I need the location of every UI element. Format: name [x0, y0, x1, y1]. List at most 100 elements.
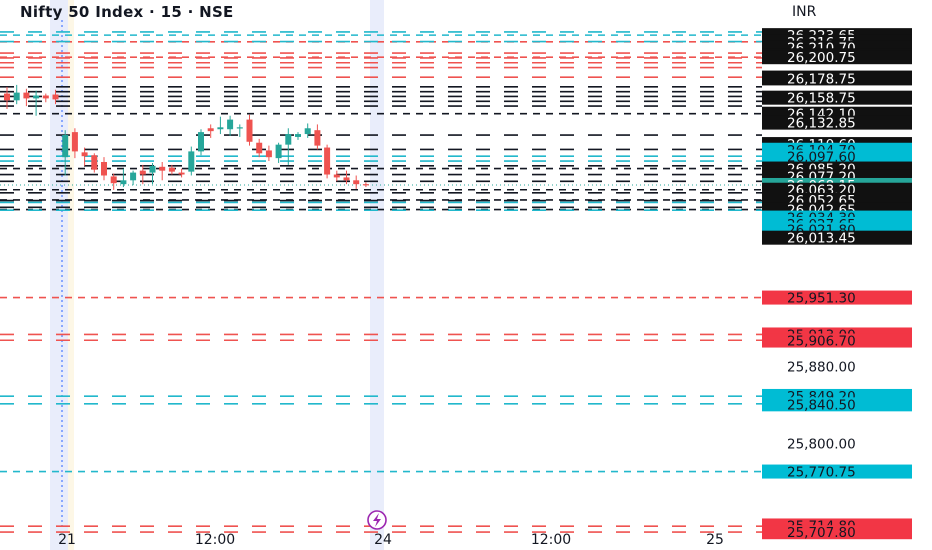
candle-35[interactable] [343, 170, 350, 185]
time-tick-4: 25 [706, 532, 724, 548]
price-label-bg [762, 290, 912, 305]
price-label-9: 26,132.85 [762, 115, 912, 132]
candle-7[interactable] [71, 128, 78, 159]
price-label-text: 25,880.00 [787, 359, 856, 375]
price-label-text: 26,178.75 [787, 71, 856, 87]
candle-2[interactable] [23, 88, 30, 107]
candle-body [168, 167, 175, 172]
candle-20[interactable] [198, 129, 204, 156]
price-axis-labels: 26,223.6526,216.7526,210.7026,202.7526,2… [762, 28, 912, 541]
price-label-23: 25,951.30 [762, 290, 912, 307]
session-break-band-right [370, 0, 384, 550]
candle-body [324, 147, 331, 175]
candle-body [285, 134, 292, 145]
candles [4, 84, 369, 190]
candle-37[interactable] [362, 182, 369, 188]
price-label-text: 26,158.75 [787, 91, 856, 107]
price-label-bg [762, 90, 912, 105]
horizontal-level-lines [0, 34, 762, 473]
time-tick-1: 12:00 [195, 532, 235, 548]
candle-36[interactable] [353, 175, 360, 189]
candle-10[interactable] [101, 157, 107, 181]
candle-body [343, 177, 350, 181]
candle-body [227, 119, 234, 130]
candle-body [207, 128, 214, 132]
candle-24[interactable] [236, 124, 243, 137]
session-break-band-left [50, 0, 68, 550]
candle-1[interactable] [13, 84, 20, 105]
candle-body [188, 151, 195, 172]
candle-26[interactable] [256, 138, 263, 158]
time-tick-2: 24 [374, 532, 392, 548]
candle-body [236, 127, 243, 129]
candle-33[interactable] [324, 144, 331, 179]
price-label-text: 26,200.75 [787, 50, 856, 66]
price-label-bg [762, 149, 912, 164]
candle-11[interactable] [110, 173, 117, 190]
price-label-text: 26,132.85 [787, 116, 856, 132]
candle-body [71, 132, 78, 152]
candle-body [33, 95, 40, 99]
candle-body [101, 161, 107, 176]
price-label-text: 25,707.80 [787, 525, 856, 541]
candle-body [130, 172, 137, 181]
candle-4[interactable] [42, 93, 49, 103]
price-label-30: 25,770.75 [762, 464, 912, 481]
candle-body [81, 152, 88, 157]
candle-body [304, 128, 311, 135]
price-label-22: 26,013.45 [762, 230, 912, 247]
candle-23[interactable] [227, 115, 234, 136]
candle-14[interactable] [139, 164, 146, 185]
candle-body [13, 92, 20, 101]
candle-15[interactable] [149, 162, 156, 185]
candle-17[interactable] [168, 164, 175, 175]
time-axis: 21 12:00 24 12:00 25 [58, 532, 724, 548]
candle-19[interactable] [188, 146, 195, 176]
candle-32[interactable] [314, 124, 321, 150]
candle-body [4, 93, 10, 101]
candle-body [62, 135, 69, 158]
candle-22[interactable] [217, 116, 224, 135]
session-break-band-left-edge [68, 0, 74, 550]
candle-29[interactable] [285, 128, 292, 165]
price-label-bg [762, 115, 912, 130]
candle-8[interactable] [81, 147, 88, 166]
candle-body [275, 144, 282, 159]
lightning-bolt-icon[interactable] [367, 510, 387, 530]
price-label-26: 25,880.00 [787, 359, 856, 375]
price-label-6: 26,178.75 [762, 71, 912, 87]
price-label-bg [762, 333, 912, 348]
candle-body [139, 170, 146, 175]
price-label-25: 25,906.70 [762, 333, 912, 350]
candle-13[interactable] [130, 170, 137, 186]
candle-9[interactable] [91, 153, 98, 173]
candle-27[interactable] [265, 145, 272, 162]
candle-body [42, 95, 49, 99]
price-label-bg [762, 50, 912, 65]
time-tick-3: 12:00 [531, 532, 571, 548]
price-label-bg [762, 397, 912, 412]
candle-5[interactable] [52, 89, 59, 105]
candle-body [198, 132, 204, 152]
candle-3[interactable] [33, 90, 40, 116]
candle-16[interactable] [159, 161, 166, 181]
price-label-text: 25,906.70 [787, 334, 856, 350]
candle-body [91, 155, 98, 170]
candle-6[interactable] [62, 130, 69, 176]
candle-31[interactable] [304, 123, 311, 138]
candle-0[interactable] [4, 86, 10, 109]
candle-body [120, 180, 127, 185]
price-label-bg [762, 464, 912, 479]
candle-21[interactable] [207, 124, 214, 138]
candle-25[interactable] [246, 114, 253, 146]
candle-34[interactable] [333, 170, 340, 182]
price-label-text: 26,013.45 [787, 231, 856, 247]
price-label-4: 26,200.75 [762, 50, 912, 66]
price-label-28: 25,840.50 [762, 397, 912, 413]
candle-12[interactable] [120, 168, 127, 188]
candle-body [52, 94, 59, 100]
candle-18[interactable] [178, 168, 185, 178]
candle-30[interactable] [295, 132, 301, 140]
candle-28[interactable] [275, 142, 282, 163]
